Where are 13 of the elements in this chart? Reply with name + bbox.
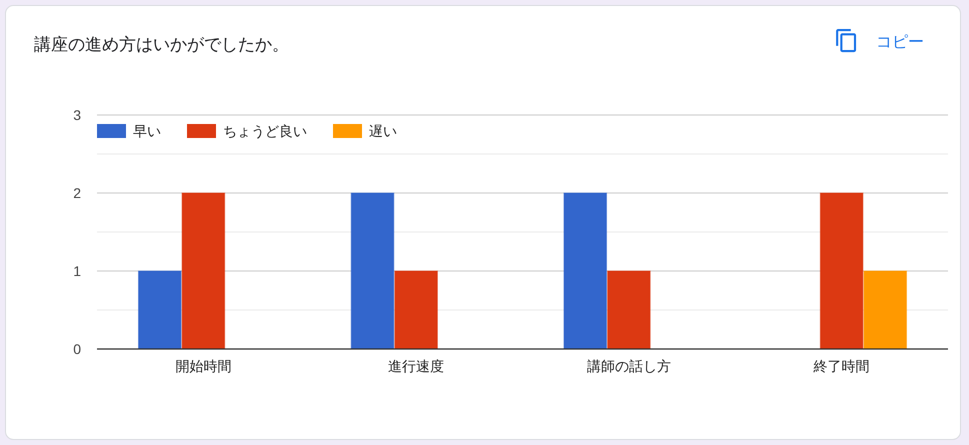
x-tick-label: 開始時間 [175, 358, 232, 374]
y-tick-label: 2 [73, 185, 82, 201]
x-tick-label: 終了時間 [812, 358, 870, 374]
y-tick-label: 0 [73, 341, 82, 357]
legend-label: ちょうど良い [223, 123, 307, 139]
legend-label: 早い [133, 123, 161, 139]
y-tick-label: 1 [73, 263, 82, 279]
legend-label: 遅い [369, 123, 397, 139]
chart-title: 講座の進め方はいかがでしたか。 [34, 35, 289, 54]
y-tick-label: 3 [73, 107, 82, 123]
x-tick-label: 進行速度 [388, 358, 444, 374]
text: コピー [876, 34, 924, 51]
x-tick-label: 講師の話し方 [586, 358, 671, 374]
